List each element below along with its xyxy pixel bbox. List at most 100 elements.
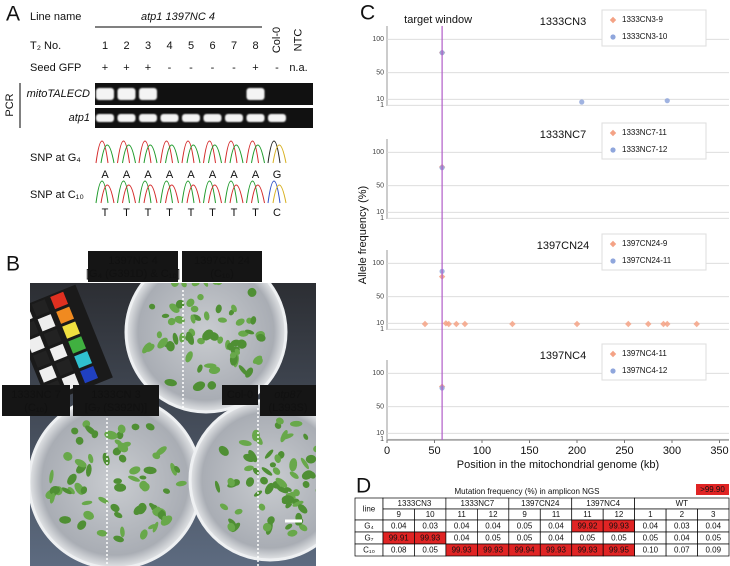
plant-leaf [197, 364, 203, 373]
plant-leaf [254, 434, 263, 445]
plant-leaf [264, 482, 274, 495]
plant-leaf [234, 508, 243, 515]
plant-leaf [227, 522, 236, 532]
plant-leaf [80, 486, 88, 495]
snp-base: T [102, 207, 109, 219]
plant-leaf [114, 483, 127, 492]
plant-leaf [217, 336, 224, 344]
plant-leaf [285, 523, 293, 530]
gel-band [225, 114, 243, 122]
value: 0.04 [391, 522, 407, 531]
plant-leaf [160, 515, 173, 526]
group-header: 1397NC4 [586, 499, 620, 508]
plate-genotype: (C₁₀) [24, 402, 48, 414]
plate-label-box [2, 385, 70, 416]
checker-swatch [56, 306, 75, 324]
legend-box [601, 9, 707, 47]
seed-gfp-label: Seed GFP [30, 62, 81, 74]
chromatogram-peak [181, 180, 195, 204]
plant-leaf [170, 462, 177, 476]
plant-leaf [83, 510, 94, 520]
plant-leaf [61, 487, 72, 495]
row-label: G₄ [364, 522, 374, 531]
x-tick-label: 250 [615, 445, 633, 457]
chromatogram-peak [138, 140, 152, 164]
plant-leaf [197, 337, 205, 345]
value: 99.92 [577, 522, 598, 531]
legend-marker [609, 240, 617, 248]
plant-leaf [145, 423, 155, 431]
plant-leaf [230, 339, 241, 347]
point [664, 98, 670, 104]
plant-leaf [152, 452, 161, 460]
plant-leaf [320, 469, 328, 483]
t2-number: 5 [188, 40, 194, 52]
y-tick-label: 100 [372, 260, 384, 267]
plant-leaf [143, 466, 157, 475]
photo [30, 283, 328, 566]
plant-leaf [191, 314, 202, 321]
checker-swatch [30, 320, 39, 339]
seed-gfp: - [189, 62, 193, 74]
line-header: 11 [583, 510, 592, 519]
plate-name: Col-0 [227, 389, 253, 401]
point [453, 320, 460, 328]
legend-label: 1333CN3-10 [622, 32, 668, 41]
gel-band [246, 88, 265, 100]
legend-label: 1333NC7-11 [622, 128, 667, 137]
chromatogram-peak [100, 144, 115, 164]
plant-leaf [207, 381, 217, 390]
point [461, 320, 469, 328]
ntc-label: NTC [292, 29, 304, 52]
value: 0.05 [580, 534, 596, 543]
plant-leaf [290, 420, 303, 427]
highlight-key [696, 484, 729, 495]
chromatogram-peak [224, 140, 238, 164]
value: 0.04 [643, 522, 659, 531]
chromatogram-peak [117, 180, 130, 204]
legend-box [601, 233, 707, 271]
plate-label-box [260, 385, 316, 416]
value: 99.91 [389, 534, 410, 543]
snp-base: C [273, 207, 281, 219]
x-tick-label: 150 [520, 445, 538, 457]
value: 0.04 [548, 534, 564, 543]
chromatogram-peak [95, 180, 109, 204]
group-header: 1333NC7 [460, 499, 494, 508]
plant-leaf [244, 329, 255, 335]
chromatogram-peak [181, 140, 195, 164]
t2-number: 3 [145, 40, 151, 52]
gel-band [117, 88, 136, 100]
chromatogram-peak [160, 140, 173, 164]
value: 0.05 [705, 534, 721, 543]
col0-label: Col-0 [271, 27, 283, 53]
plant-leaf [192, 381, 206, 392]
plate-name: 1333NC 7 [11, 389, 61, 401]
plant-leaf [113, 512, 123, 519]
plant-leaf [231, 304, 237, 313]
value: 99.93 [577, 546, 598, 555]
y-tick-label: 1 [380, 215, 384, 222]
seed-gfp: - [232, 62, 236, 74]
chromatogram-peak [203, 180, 216, 204]
chromatogram-peak [267, 140, 281, 164]
chromatogram-peak [138, 180, 152, 204]
pcr-label: PCR [4, 93, 16, 116]
plant-leaf [133, 505, 144, 516]
plant-leaf [131, 423, 140, 431]
plant-leaf [245, 477, 255, 487]
plate-genotype: (L393S) [268, 402, 307, 414]
point [445, 320, 452, 328]
plant-leaf [139, 529, 148, 540]
y-tick-label: 50 [376, 294, 384, 301]
plant-leaf [298, 523, 308, 532]
chromatogram-peak [95, 140, 109, 164]
legend-box [601, 122, 707, 160]
plant-leaf [185, 351, 193, 363]
panel-label: B [6, 253, 20, 276]
plant-leaf [113, 535, 124, 543]
plant-leaf [152, 521, 159, 533]
plant-leaf [272, 467, 281, 475]
y-tick-label: 100 [372, 370, 384, 377]
